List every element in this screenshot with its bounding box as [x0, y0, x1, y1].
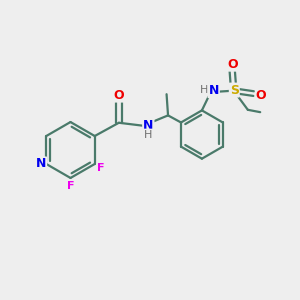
Text: F: F	[98, 164, 105, 173]
Text: F: F	[67, 181, 74, 191]
Text: N: N	[208, 84, 219, 97]
Text: S: S	[230, 84, 239, 97]
Text: O: O	[227, 58, 238, 71]
Text: O: O	[114, 88, 124, 102]
Text: H: H	[144, 130, 152, 140]
Text: N: N	[143, 119, 154, 132]
Text: N: N	[36, 158, 46, 170]
Text: O: O	[256, 88, 266, 102]
Text: H: H	[200, 85, 208, 95]
